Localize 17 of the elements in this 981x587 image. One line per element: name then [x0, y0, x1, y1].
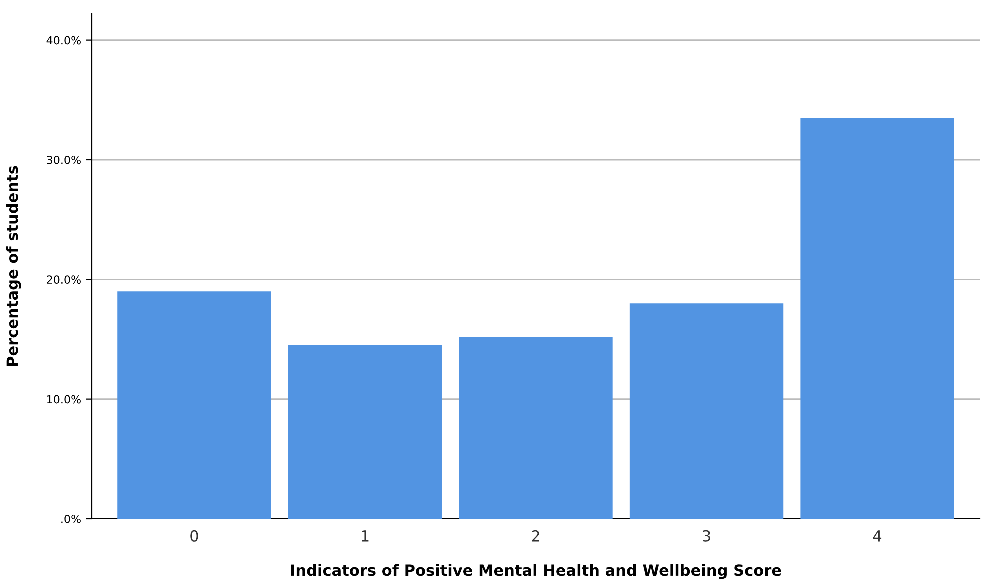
y-tick-label: 10.0%: [48, 395, 81, 404]
bar: [800, 118, 954, 519]
x-axis-title: Indicators of Positive Mental Health and Wellbeing Score: [291, 564, 782, 580]
bar: [459, 337, 613, 519]
bar: [630, 304, 784, 519]
y-tick-label: 40.0%: [46, 36, 81, 45]
bar: [288, 345, 442, 519]
x-tick-label: 0: [190, 530, 198, 542]
x-tick-label: 4: [873, 530, 882, 542]
x-tick-label: 2: [532, 530, 540, 542]
x-tick-label: 3: [703, 530, 710, 542]
y-tick-label: 20.0%: [47, 276, 81, 284]
bar: [118, 292, 272, 519]
y-tick-label: .0%: [62, 514, 81, 524]
y-axis-title: Percentage of students: [6, 166, 22, 366]
x-tick-label: 1: [362, 530, 369, 542]
y-tick-label: 30.0%: [47, 156, 81, 164]
